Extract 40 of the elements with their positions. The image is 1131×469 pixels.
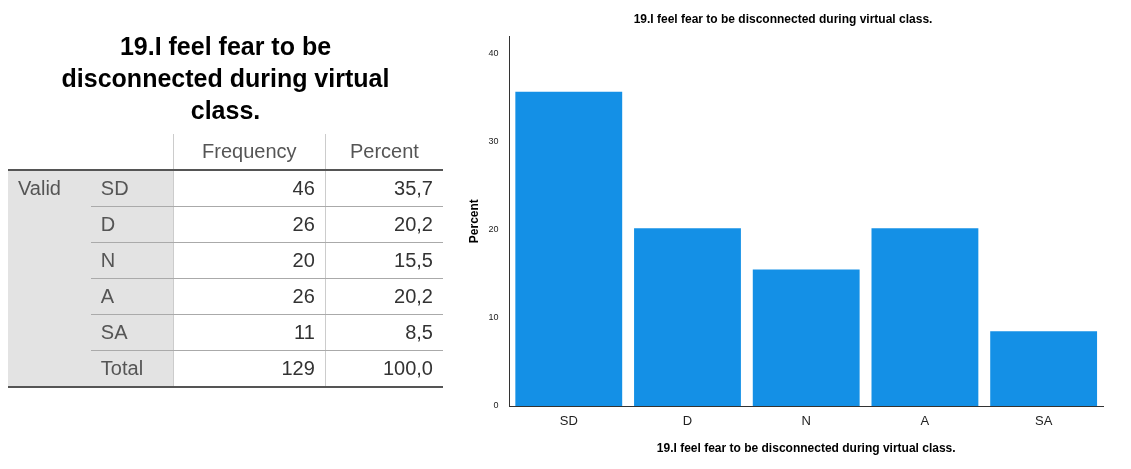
y-tick-label: 10 <box>488 312 499 323</box>
data-label: 26 <box>173 278 326 315</box>
data-label: 11 <box>173 314 326 351</box>
y-tick-label: 30 <box>488 136 499 147</box>
text: Percent <box>325 134 443 170</box>
category-label: SA <box>90 314 174 351</box>
y-tick-label: 0 <box>493 400 499 411</box>
category-label: A <box>90 278 174 315</box>
x-tick-label: N <box>801 413 811 429</box>
y-axis-title: Percent <box>466 199 481 244</box>
x-tick-label: A <box>920 413 930 429</box>
bar <box>515 91 623 406</box>
x-tick-label: SD <box>559 413 578 429</box>
text: Frequency <box>173 134 326 170</box>
category-label: Total <box>90 350 174 387</box>
data-label: 8,5 <box>325 314 443 351</box>
bar <box>871 228 979 406</box>
bar <box>634 228 741 406</box>
x-axis-title: 19.I feel fear to be disconnected during virtual class. <box>656 441 956 456</box>
data-label: 15,5 <box>325 242 443 279</box>
data-label: 46 <box>173 170 326 207</box>
data-label: 100,0 <box>325 350 443 387</box>
data-label: 129 <box>173 350 326 387</box>
data-label: 26 <box>173 206 326 243</box>
category-label: SD <box>90 170 174 207</box>
y-tick-label: 40 <box>488 48 499 59</box>
data-label: 20,2 <box>325 206 443 243</box>
bar <box>752 269 860 406</box>
data-label: 20,2 <box>325 278 443 315</box>
text: 19.I feel fear to be disconnected during virtual class. <box>60 31 391 126</box>
y-tick-label: 20 <box>488 224 499 235</box>
x-tick-label: SA <box>1034 413 1053 429</box>
bar <box>990 331 1098 406</box>
data-label: 35,7 <box>325 170 443 207</box>
category-label: N <box>90 242 174 279</box>
x-tick-label: D <box>682 413 693 429</box>
chart-title: 19.I feel fear to be disconnected during virtual class. <box>633 11 933 26</box>
text: Valid <box>8 170 91 387</box>
data-label: 20 <box>173 242 326 279</box>
category-label: D <box>90 206 174 243</box>
